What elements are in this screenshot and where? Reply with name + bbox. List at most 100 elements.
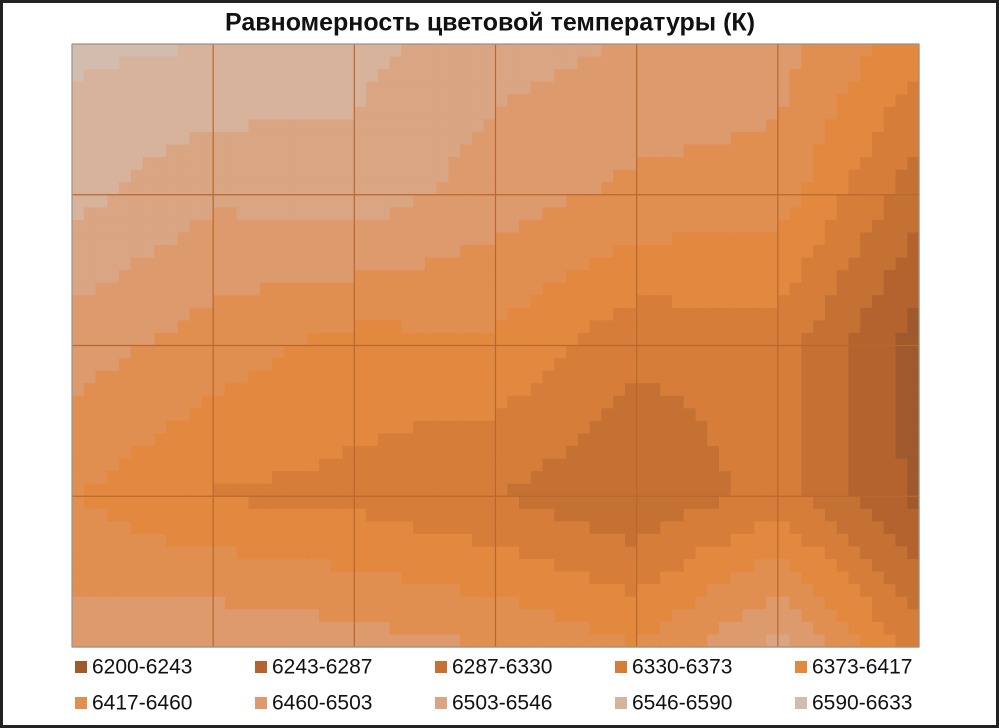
contour-cell [377, 383, 391, 397]
contour-cell [401, 282, 414, 296]
contour-cell [907, 458, 920, 472]
contour-cell [648, 69, 661, 83]
contour-cell [236, 56, 250, 70]
contour-cell [307, 358, 320, 372]
contour-cell [260, 609, 273, 623]
contour-cell [789, 496, 802, 510]
contour-cell [154, 257, 167, 271]
contour-cell [377, 69, 391, 83]
contour-cell [824, 169, 838, 183]
contour-cell [883, 483, 897, 497]
contour-cell [319, 81, 332, 95]
contour-cell [836, 270, 850, 284]
contour-cell [589, 596, 602, 610]
contour-cell [436, 69, 450, 83]
contour-cell [448, 370, 461, 384]
contour-cell [177, 420, 191, 435]
contour-cell [624, 106, 638, 120]
contour-cell [860, 584, 873, 598]
contour-cell [283, 395, 297, 409]
contour-cell [742, 345, 755, 359]
contour-cell [507, 169, 520, 183]
contour-cell [224, 609, 238, 623]
contour-cell [436, 408, 450, 422]
contour-cell [448, 471, 461, 485]
contour-cell [507, 194, 520, 208]
contour-cell [707, 257, 720, 271]
contour-cell [154, 508, 167, 522]
contour-cell [107, 94, 120, 108]
contour-cell [166, 634, 179, 648]
contour-cell [72, 596, 85, 610]
contour-cell [530, 395, 544, 409]
contour-cell [154, 370, 167, 384]
contour-cell [413, 609, 426, 623]
contour-cell [389, 94, 402, 108]
contour-cell [72, 295, 85, 309]
contour-cell [154, 546, 167, 560]
contour-cell [577, 232, 591, 246]
contour-cell [354, 609, 367, 623]
contour-cell [577, 81, 591, 95]
contour-cell [413, 194, 426, 208]
contour-cell [519, 584, 532, 598]
contour-cell [707, 408, 720, 422]
contour-cell [671, 44, 685, 58]
contour-cell [295, 383, 308, 397]
legend-swatch [255, 661, 267, 673]
contour-cell [142, 383, 155, 397]
contour-cell [377, 634, 391, 648]
contour-cell [424, 119, 438, 133]
contour-cell [295, 144, 308, 158]
contour-cell [754, 232, 767, 246]
contour-cell [460, 358, 473, 372]
contour-cell [460, 584, 473, 598]
contour-cell [448, 408, 461, 422]
contour-cell [613, 471, 626, 485]
contour-cell [424, 332, 438, 347]
contour-cell [730, 483, 744, 497]
contour-cell [648, 370, 661, 384]
contour-cell [554, 44, 567, 58]
contour-cell [295, 483, 308, 497]
contour-cell [824, 182, 838, 196]
contour-cell [589, 496, 602, 510]
contour-cell [683, 370, 697, 384]
contour-cell [860, 521, 873, 535]
contour-cell [201, 420, 214, 435]
contour-cell [883, 345, 897, 359]
contour-cell [189, 483, 203, 497]
contour-cell [813, 106, 826, 120]
contour-cell [813, 144, 826, 158]
contour-cell [836, 106, 850, 120]
contour-cell [730, 282, 744, 296]
contour-cell [777, 358, 791, 372]
contour-cell [495, 458, 508, 472]
contour-cell [566, 106, 579, 120]
contour-cell [377, 295, 391, 309]
contour-cell [707, 131, 720, 146]
contour-cell [742, 94, 755, 108]
contour-cell [813, 559, 826, 573]
contour-cell [601, 621, 614, 636]
contour-cell [248, 471, 261, 485]
contour-cell [507, 320, 520, 334]
contour-cell [883, 245, 897, 259]
contour-cell [860, 433, 873, 447]
contour-cell [330, 157, 344, 171]
contour-cell [283, 596, 297, 610]
contour-cell [883, 182, 897, 196]
contour-cell [824, 546, 838, 560]
contour-cell [624, 559, 638, 573]
contour-cell [601, 571, 614, 585]
contour-cell [742, 44, 755, 58]
contour-cell [283, 408, 297, 422]
contour-cell [260, 571, 273, 585]
contour-cell [213, 546, 226, 560]
contour-cell [601, 119, 614, 133]
contour-cell [307, 383, 320, 397]
contour-cell [424, 44, 438, 58]
contour-cell [589, 370, 602, 384]
contour-cell [766, 270, 779, 284]
contour-cell [330, 521, 344, 535]
